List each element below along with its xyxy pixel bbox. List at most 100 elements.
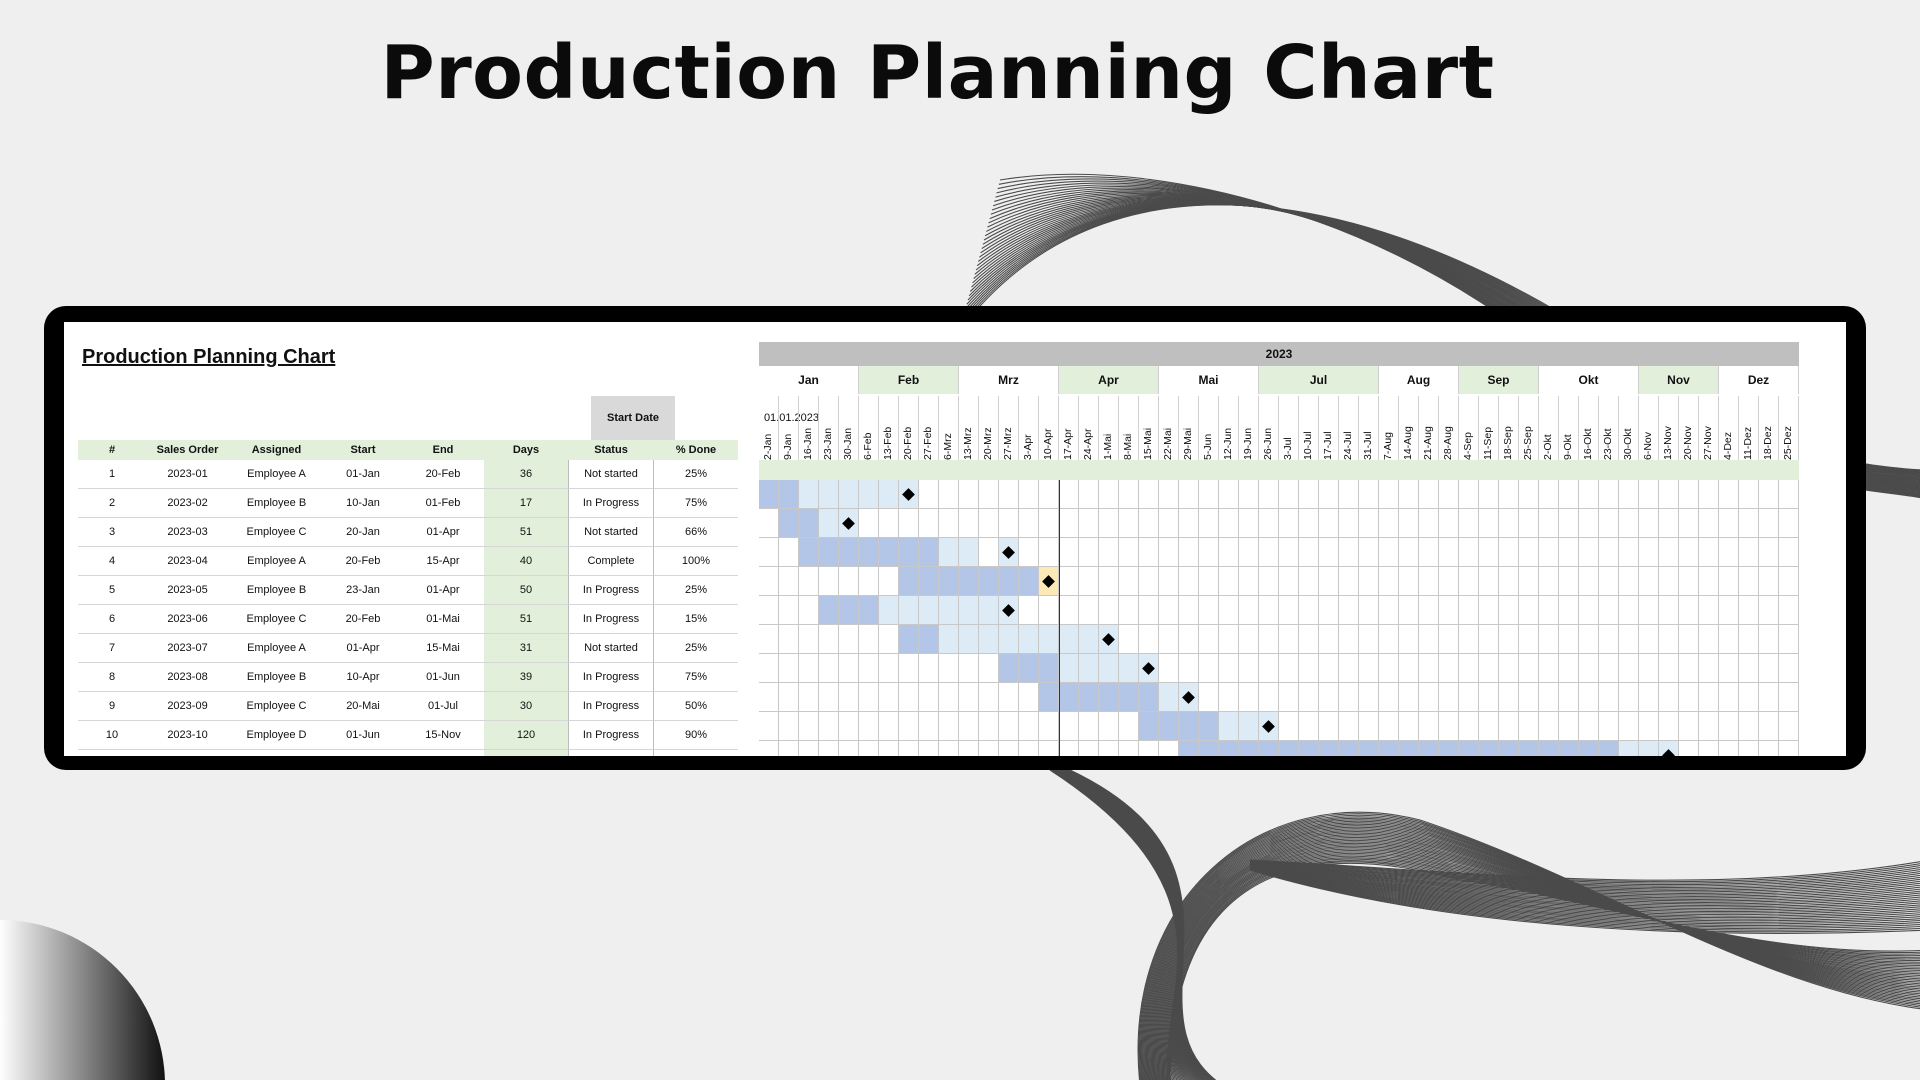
gantt-cell[interactable] [1779, 654, 1799, 683]
gantt-cell[interactable] [1699, 654, 1719, 683]
gantt-cell[interactable] [1339, 567, 1359, 596]
gantt-cell[interactable] [1579, 712, 1599, 741]
gantt-cell[interactable] [1399, 625, 1419, 654]
gantt-cell[interactable] [1239, 596, 1259, 625]
gantt-cell[interactable] [1399, 509, 1419, 538]
gantt-cell[interactable] [1439, 480, 1459, 509]
cell-start-date[interactable]: 10-Jan [324, 489, 402, 518]
gantt-cell[interactable] [1039, 509, 1059, 538]
gantt-cell[interactable] [1419, 538, 1439, 567]
cell-status[interactable]: In Progress [568, 489, 654, 518]
gantt-cell[interactable] [1579, 567, 1599, 596]
gantt-cell[interactable] [1659, 509, 1679, 538]
gantt-cell[interactable] [1559, 480, 1579, 509]
cell-row-number[interactable]: 1 [78, 460, 146, 489]
cell-percent-done[interactable]: 75% [654, 489, 738, 518]
gantt-cell[interactable] [1719, 625, 1739, 654]
cell-start-date[interactable]: 20-Feb [324, 605, 402, 634]
gantt-bar-done[interactable] [999, 654, 1019, 683]
cell-sales-order[interactable]: 2023-03 [146, 518, 229, 547]
gantt-bar-remaining[interactable] [1219, 712, 1239, 741]
gantt-cell[interactable] [1099, 741, 1119, 756]
gantt-cell[interactable] [1759, 480, 1779, 509]
gantt-cell[interactable] [859, 712, 879, 741]
gantt-bar-done[interactable] [819, 538, 839, 567]
gantt-bar-done[interactable] [1459, 741, 1479, 756]
gantt-cell[interactable] [1439, 712, 1459, 741]
gantt-cell[interactable] [879, 625, 899, 654]
gantt-cell[interactable] [999, 538, 1019, 567]
gantt-cell[interactable] [1679, 683, 1699, 712]
gantt-cell[interactable] [1559, 654, 1579, 683]
gantt-cell[interactable] [1239, 538, 1259, 567]
gantt-cell[interactable] [1559, 567, 1579, 596]
gantt-cell[interactable] [1459, 683, 1479, 712]
cell-assigned[interactable]: Employee C [229, 692, 324, 721]
gantt-cell[interactable] [1499, 538, 1519, 567]
gantt-cell[interactable] [859, 625, 879, 654]
gantt-cell[interactable] [1779, 509, 1799, 538]
gantt-cell[interactable] [1599, 625, 1619, 654]
gantt-bar-remaining[interactable] [939, 625, 959, 654]
gantt-bar-done[interactable] [859, 596, 879, 625]
gantt-bar-remaining[interactable] [1159, 683, 1179, 712]
gantt-bar-remaining[interactable] [959, 538, 979, 567]
cell-days[interactable]: 40 [484, 547, 568, 576]
gantt-bar-remaining[interactable] [939, 596, 959, 625]
gantt-cell[interactable] [1639, 509, 1659, 538]
gantt-cell[interactable] [1219, 654, 1239, 683]
gantt-cell[interactable] [1639, 538, 1659, 567]
gantt-bar-done[interactable] [779, 509, 799, 538]
gantt-cell[interactable] [1159, 538, 1179, 567]
gantt-cell[interactable] [1259, 712, 1279, 741]
gantt-cell[interactable] [1719, 567, 1739, 596]
gantt-cell[interactable] [1559, 509, 1579, 538]
gantt-cell[interactable] [1379, 538, 1399, 567]
cell-sales-order[interactable]: 2023-08 [146, 663, 229, 692]
gantt-cell[interactable] [1419, 567, 1439, 596]
cell-status[interactable]: Complete [568, 547, 654, 576]
gantt-cell[interactable] [1079, 567, 1099, 596]
gantt-cell[interactable] [1019, 683, 1039, 712]
gantt-cell[interactable] [1479, 683, 1499, 712]
gantt-cell[interactable] [919, 683, 939, 712]
gantt-cell[interactable] [1699, 509, 1719, 538]
gantt-cell[interactable] [799, 567, 819, 596]
gantt-cell[interactable] [1119, 509, 1139, 538]
gantt-cell[interactable] [1059, 567, 1079, 596]
gantt-cell[interactable] [859, 567, 879, 596]
gantt-cell[interactable] [1679, 567, 1699, 596]
gantt-cell[interactable] [1279, 683, 1299, 712]
gantt-cell[interactable] [1319, 596, 1339, 625]
gantt-cell[interactable] [1479, 480, 1499, 509]
gantt-cell[interactable] [1539, 538, 1559, 567]
gantt-cell[interactable] [1199, 596, 1219, 625]
gantt-cell[interactable] [1659, 538, 1679, 567]
gantt-cell[interactable] [1779, 712, 1799, 741]
gantt-cell[interactable] [1479, 625, 1499, 654]
gantt-cell[interactable] [1639, 625, 1659, 654]
cell-start-date[interactable]: 01-Jan [324, 460, 402, 489]
gantt-cell[interactable] [1139, 596, 1159, 625]
gantt-bar-done[interactable] [959, 567, 979, 596]
gantt-cell[interactable] [1359, 683, 1379, 712]
gantt-cell[interactable] [1139, 654, 1159, 683]
cell-sales-order[interactable]: 2023-09 [146, 692, 229, 721]
empty-cell[interactable] [654, 750, 738, 756]
gantt-bar-done[interactable] [1599, 741, 1619, 756]
gantt-cell[interactable] [1379, 654, 1399, 683]
gantt-cell[interactable] [1319, 480, 1339, 509]
cell-row-number[interactable]: 10 [78, 721, 146, 750]
gantt-bar-done[interactable] [1139, 712, 1159, 741]
gantt-bar-done[interactable] [919, 625, 939, 654]
gantt-bar-done[interactable] [1379, 741, 1399, 756]
gantt-cell[interactable] [1759, 741, 1779, 756]
gantt-cell[interactable] [1099, 596, 1119, 625]
gantt-bar-remaining[interactable] [1099, 654, 1119, 683]
gantt-cell[interactable] [1139, 567, 1159, 596]
gantt-cell[interactable] [1279, 625, 1299, 654]
gantt-cell[interactable] [979, 654, 999, 683]
gantt-cell[interactable] [1499, 625, 1519, 654]
gantt-bar-remaining[interactable] [939, 538, 959, 567]
gantt-cell[interactable] [1479, 596, 1499, 625]
